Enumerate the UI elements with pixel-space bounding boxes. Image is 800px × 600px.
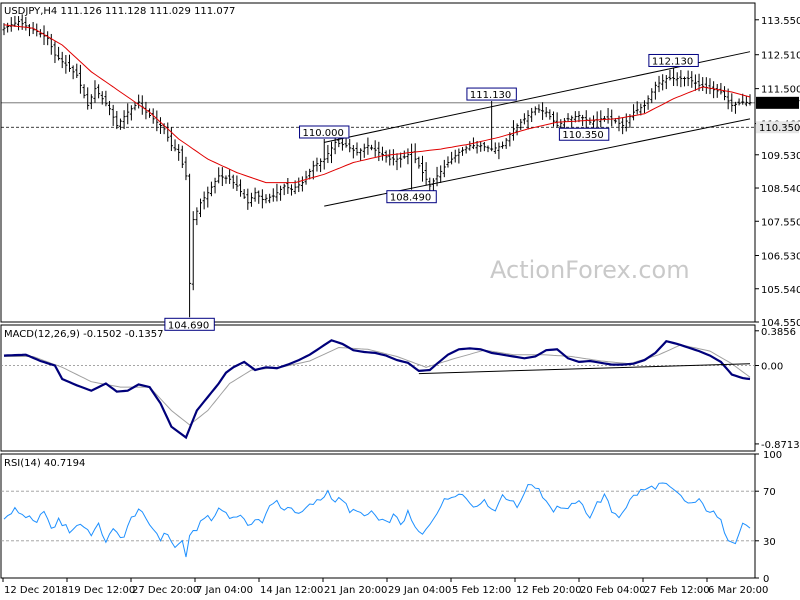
x-tick-label: 21 Jan 20:00 bbox=[324, 585, 387, 596]
price-annotation-box bbox=[299, 125, 350, 139]
rsi-panel-frame bbox=[0, 453, 756, 579]
y-tick-label: 107.550 bbox=[761, 217, 800, 228]
panel-frames bbox=[0, 2, 756, 579]
y-tick-label: 30 bbox=[763, 537, 776, 548]
y-tick-label: 113.550 bbox=[761, 16, 800, 27]
price-annotation-label: 108.490 bbox=[390, 193, 431, 204]
axes: 113.550112.510111.500110.460109.530108.5… bbox=[2, 16, 800, 596]
x-tick-label: 14 Jan 12:00 bbox=[260, 585, 323, 596]
price-annotation-box bbox=[466, 87, 517, 101]
y-tick-label: -0.8713 bbox=[761, 440, 800, 451]
rsi-line bbox=[3, 482, 751, 558]
y-tick-label: 0.00 bbox=[761, 362, 783, 373]
price-panel-title: USDJPY,H4 111.126 111.128 111.029 111.07… bbox=[4, 6, 235, 17]
price-annotation-box bbox=[386, 190, 437, 204]
y-tick-label: 70 bbox=[763, 487, 776, 498]
moving-average-line bbox=[3, 24, 751, 184]
price-annotation-label: 110.000 bbox=[303, 128, 344, 139]
y-tick-label: 108.540 bbox=[761, 184, 800, 195]
price-panel: 104.690 110.000 108.490 111.130 112.130 110.3… bbox=[1, 6, 755, 331]
y-tick-label: 100 bbox=[763, 450, 782, 461]
y-tick-label: 109.530 bbox=[761, 151, 800, 162]
x-tick-label: 7 Jan 04:00 bbox=[196, 585, 253, 596]
macd-line bbox=[3, 339, 751, 440]
x-tick-label: 19 Dec 12:00 bbox=[68, 585, 135, 596]
price-tag bbox=[756, 96, 799, 109]
x-tick-label: 27 Dec 20:00 bbox=[132, 585, 199, 596]
y-tick-label: 106.530 bbox=[761, 252, 800, 263]
rsi-panel: RSI(14) 40.7194 bbox=[1, 458, 755, 558]
price-annotation-box bbox=[648, 53, 699, 67]
x-tick-label: 12 Dec 2018 bbox=[4, 585, 68, 596]
macd-panel-title: MACD(12,26,9) -0.1502 -0.1357 bbox=[4, 329, 164, 340]
y-tick-label: 105.540 bbox=[761, 285, 800, 296]
x-tick-label: 6 Mar 20:00 bbox=[708, 585, 768, 596]
x-tick-label: 12 Feb 20:00 bbox=[516, 585, 582, 596]
y-tick-label: 104.550 bbox=[761, 318, 800, 329]
watermark: ActionForex.com bbox=[490, 256, 690, 284]
price-annotation-label: 110.350 bbox=[562, 130, 603, 141]
price-tag-label: 110.350 bbox=[759, 123, 800, 134]
main-panel-frame bbox=[0, 2, 756, 323]
price-tag-label: 111.077 bbox=[759, 99, 800, 110]
macd-signal-line bbox=[4, 344, 751, 426]
price-annotation-label: 104.690 bbox=[168, 320, 209, 331]
macd-trend-line bbox=[418, 363, 751, 375]
rsi-panel-title: RSI(14) 40.7194 bbox=[4, 458, 85, 469]
y-tick-label: 0 bbox=[763, 574, 769, 585]
x-tick-label: 29 Jan 04:00 bbox=[388, 585, 451, 596]
price-tag bbox=[756, 121, 799, 134]
macd-panel: MACD(12,26,9) -0.1502 -0.1357 bbox=[1, 329, 755, 440]
price-annotation-box bbox=[164, 317, 215, 331]
y-tick-label: 0.3856 bbox=[761, 327, 796, 338]
y-tick-label: 112.510 bbox=[761, 51, 800, 62]
x-tick-label: 5 Feb 12:00 bbox=[452, 585, 511, 596]
y-tick-label: 111.500 bbox=[761, 85, 800, 96]
x-tick-label: 27 Feb 12:00 bbox=[644, 585, 710, 596]
x-tick-label: 20 Feb 04:00 bbox=[580, 585, 646, 596]
price-annotation-label: 111.130 bbox=[470, 90, 511, 101]
price-annotation-label: 112.130 bbox=[652, 56, 693, 67]
price-annotation-box bbox=[558, 127, 610, 141]
macd-panel-frame bbox=[0, 324, 756, 452]
